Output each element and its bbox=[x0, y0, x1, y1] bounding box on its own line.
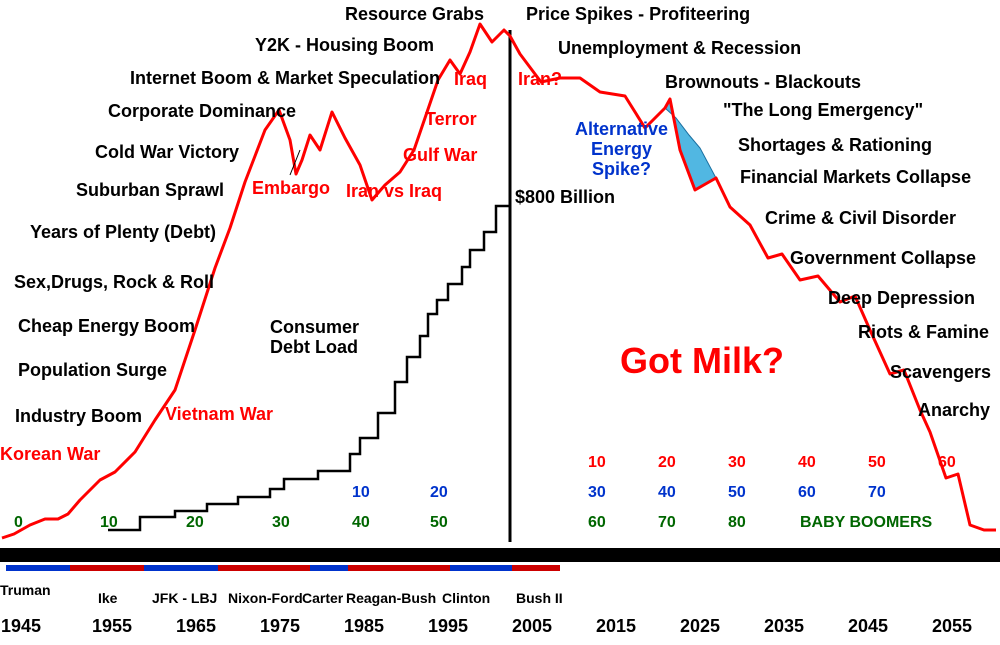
age-red-50: 50 bbox=[868, 454, 886, 472]
age-red-10: 10 bbox=[588, 454, 606, 472]
president-nixon-ford: Nixon-Ford bbox=[228, 590, 303, 606]
year-2045: 2045 bbox=[848, 616, 888, 637]
year-2035: 2035 bbox=[764, 616, 804, 637]
annot-long_emergency: "The Long Emergency" bbox=[723, 100, 923, 121]
year-1995: 1995 bbox=[428, 616, 468, 637]
age-green-80: 80 bbox=[728, 514, 746, 532]
age-green-0: 0 bbox=[14, 514, 23, 532]
annot-gulf_war: Gulf War bbox=[403, 145, 477, 166]
age-red-40: 40 bbox=[798, 454, 816, 472]
president-ike: Ike bbox=[98, 590, 117, 606]
annot-resource_grabs: Resource Grabs bbox=[345, 4, 484, 25]
annot-internet_boom: Internet Boom & Market Speculation bbox=[130, 68, 440, 89]
president-carter: Carter bbox=[302, 590, 343, 606]
age-green-40: 40 bbox=[352, 514, 370, 532]
age-blue-30: 30 bbox=[588, 484, 606, 502]
age-blue-50: 50 bbox=[728, 484, 746, 502]
annot-deep_depression: Deep Depression bbox=[828, 288, 975, 309]
got-milk-label: Got Milk? bbox=[620, 340, 784, 382]
year-1945: 1945 bbox=[1, 616, 41, 637]
annot-terror: Terror bbox=[425, 109, 477, 130]
annot-iraq: Iraq bbox=[454, 69, 487, 90]
age-blue-70: 70 bbox=[868, 484, 886, 502]
year-1975: 1975 bbox=[260, 616, 300, 637]
annot-riots_famine: Riots & Famine bbox=[858, 322, 989, 343]
baby-boomers-label: BABY BOOMERS bbox=[800, 514, 932, 532]
president-reagan-bush: Reagan-Bush bbox=[346, 590, 436, 606]
annot-cheap_energy: Cheap Energy Boom bbox=[18, 316, 195, 337]
annot-fin_collapse: Financial Markets Collapse bbox=[740, 167, 971, 188]
annot-years_of_plenty: Years of Plenty (Debt) bbox=[30, 222, 216, 243]
year-2025: 2025 bbox=[680, 616, 720, 637]
president-jfk-lbj: JFK - LBJ bbox=[152, 590, 217, 606]
annot-korean_war: Korean War bbox=[0, 444, 100, 465]
annot-corporate_dominance: Corporate Dominance bbox=[108, 101, 296, 122]
age-blue-60: 60 bbox=[798, 484, 816, 502]
age-blue-20: 20 bbox=[430, 484, 448, 502]
annot-embargo: Embargo bbox=[252, 178, 330, 199]
president-clinton: Clinton bbox=[442, 590, 490, 606]
annot-unemployment: Unemployment & Recession bbox=[558, 38, 801, 59]
year-1955: 1955 bbox=[92, 616, 132, 637]
annot-y2k_housing: Y2K - Housing Boom bbox=[255, 35, 434, 56]
annot-population_surge: Population Surge bbox=[18, 360, 167, 381]
annot-cold_war_victory: Cold War Victory bbox=[95, 142, 239, 163]
age-blue-10: 10 bbox=[352, 484, 370, 502]
age-blue-40: 40 bbox=[658, 484, 676, 502]
year-1965: 1965 bbox=[176, 616, 216, 637]
annot-crime: Crime & Civil Disorder bbox=[765, 208, 956, 229]
annot-anarchy: Anarchy bbox=[918, 400, 990, 421]
annot-suburban_sprawl: Suburban Sprawl bbox=[76, 180, 224, 201]
age-green-60: 60 bbox=[588, 514, 606, 532]
age-green-30: 30 bbox=[272, 514, 290, 532]
year-2055: 2055 bbox=[932, 616, 972, 637]
chart-root: Resource Grabs Y2K - Housing Boom Internet… bbox=[0, 0, 1000, 645]
year-2005: 2005 bbox=[512, 616, 552, 637]
annot-shortages: Shortages & Rationing bbox=[738, 135, 932, 156]
annot-consumer_debt: ConsumerDebt Load bbox=[270, 318, 359, 358]
annot-price_spikes: Price Spikes - Profiteering bbox=[526, 4, 750, 25]
annot-scavengers: Scavengers bbox=[890, 362, 991, 383]
age-red-30: 30 bbox=[728, 454, 746, 472]
annot-vietnam_war: Vietnam War bbox=[165, 404, 273, 425]
annot-brownouts: Brownouts - Blackouts bbox=[665, 72, 861, 93]
annot-iran_q: Iran? bbox=[518, 69, 562, 90]
age-green-50: 50 bbox=[430, 514, 448, 532]
annot-sex_drugs: Sex,Drugs, Rock & Roll bbox=[14, 272, 214, 293]
president-bush-ii: Bush II bbox=[516, 590, 563, 606]
president-truman: Truman bbox=[0, 582, 51, 598]
annot-iran_vs_iraq: Iran vs Iraq bbox=[346, 181, 442, 202]
age-green-10: 10 bbox=[100, 514, 118, 532]
annot-800b: $800 Billion bbox=[515, 187, 615, 208]
year-2015: 2015 bbox=[596, 616, 636, 637]
annot-gov_collapse: Government Collapse bbox=[790, 248, 976, 269]
age-green-70: 70 bbox=[658, 514, 676, 532]
age-red-20: 20 bbox=[658, 454, 676, 472]
year-1985: 1985 bbox=[344, 616, 384, 637]
age-red-60: 60 bbox=[938, 454, 956, 472]
age-green-20: 20 bbox=[186, 514, 204, 532]
annot-alt_energy: AlternativeEnergySpike? bbox=[575, 120, 668, 179]
annot-industry_boom: Industry Boom bbox=[15, 406, 142, 427]
